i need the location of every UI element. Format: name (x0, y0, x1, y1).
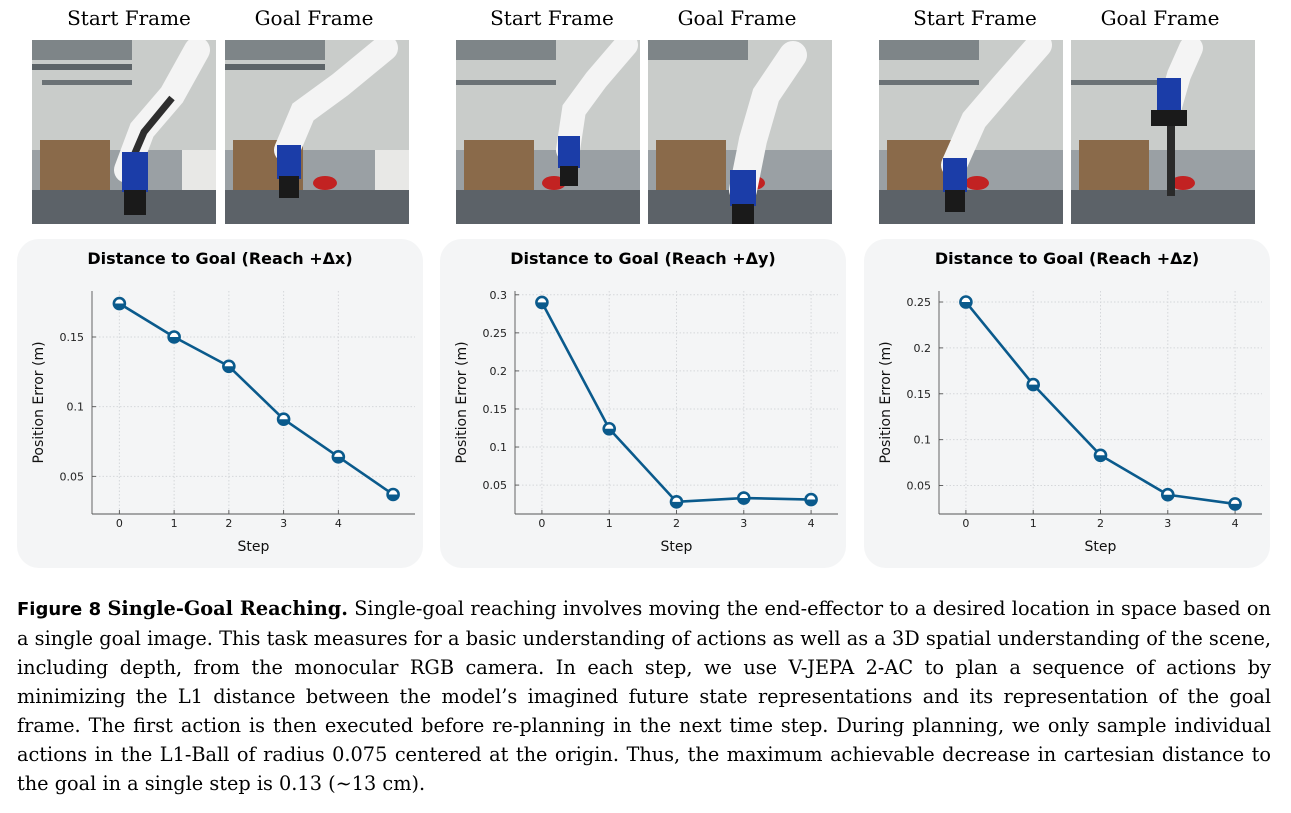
start-frame-photo (456, 40, 640, 224)
chart-title: Distance to Goal (Reach +Δx) (87, 249, 353, 268)
start-frame-label: Start Frame (913, 6, 1037, 30)
y-tick-label: 0.2 (914, 342, 932, 355)
x-tick-label: 0 (962, 517, 969, 530)
y-tick-label: 0.25 (483, 327, 508, 340)
data-point (1093, 448, 1108, 463)
y-tick-label: 0.15 (483, 403, 508, 416)
data-point (669, 495, 684, 509)
data-point (167, 330, 181, 344)
chart-panel-z: Distance to Goal (Reach +Δz) 0 1 2 3 4 0.05 0.… (864, 239, 1270, 568)
x-tick-label: 0 (116, 517, 123, 530)
x-tick-label: 1 (606, 517, 613, 530)
data-point (1228, 497, 1242, 511)
x-axis-label: Step (661, 539, 693, 555)
y-tick-label: 0.1 (490, 441, 508, 454)
y-axis-label: Position Error (m) (31, 341, 47, 463)
robot-arm-image (32, 40, 216, 224)
y-tick-label: 0.25 (907, 296, 932, 309)
data-point (1160, 487, 1175, 502)
goal-frame-label: Goal Frame (677, 6, 797, 30)
y-axis-label: Position Error (m) (878, 341, 894, 463)
robot-arm-image (879, 40, 1063, 224)
goal-frame-label: Goal Frame (1100, 6, 1220, 30)
y-tick-label: 0.05 (907, 480, 932, 493)
start-frame-photo (32, 40, 216, 224)
series-line (540, 301, 812, 504)
data-point (386, 487, 400, 502)
x-axis-label: Step (238, 539, 270, 555)
y-tick-label: 0.1 (914, 434, 932, 447)
robot-arm-image (225, 40, 409, 224)
y-tick-label: 0.15 (60, 331, 85, 344)
x-tick-label: 2 (225, 517, 232, 530)
caption-heading: Single-Goal Reaching. (107, 597, 348, 620)
caption-body: Single-goal reaching involves moving the… (17, 597, 1271, 795)
distance-chart-y: 0 1 2 3 4 0.05 0.1 0.15 0.2 0.25 0.3 Step Position E… (454, 289, 838, 555)
start-frame-label: Start Frame (67, 6, 191, 30)
x-tick-label: 1 (171, 517, 178, 530)
x-tick-label: 0 (538, 517, 545, 530)
y-tick-label: 0.05 (60, 470, 85, 483)
y-tick-label: 0.1 (67, 401, 85, 414)
chart-title: Distance to Goal (Reach +Δz) (934, 249, 1200, 268)
data-point (804, 492, 818, 507)
chart-panel-y: Distance to Goal (Reach +Δy) 0 1 2 3 4 0.05 0.… (440, 239, 846, 568)
y-tick-label: 0.2 (490, 365, 508, 378)
data-point (959, 295, 973, 309)
robot-arm-image (1071, 40, 1255, 224)
distance-chart-z: 0 1 2 3 4 0.05 0.1 0.15 0.2 0.25 Step Position Erro… (878, 291, 1262, 555)
x-tick-label: 4 (335, 517, 342, 530)
x-tick-label: 4 (808, 517, 815, 530)
y-axis-label: Position Error (m) (454, 341, 470, 463)
x-tick-label: 1 (1030, 517, 1037, 530)
data-point (1026, 377, 1041, 392)
data-point (736, 491, 751, 505)
goal-frame-photo (1071, 40, 1255, 224)
x-tick-label: 3 (280, 517, 287, 530)
distance-chart-x: 0 1 2 3 4 0.05 0.1 0.15 Step Position Error (m) (31, 291, 415, 555)
robot-arm-image (648, 40, 832, 224)
x-tick-label: 2 (1097, 517, 1104, 530)
y-tick-label: 0.05 (483, 479, 508, 492)
goal-frame-photo (225, 40, 409, 224)
figure-label: Figure 8 (17, 599, 102, 620)
x-tick-label: 2 (673, 517, 680, 530)
start-frame-label: Start Frame (490, 6, 614, 30)
x-tick-label: 3 (1164, 517, 1171, 530)
data-point (602, 421, 617, 436)
y-tick-label: 0.15 (907, 388, 932, 401)
chart-panel-x: Distance to Goal (Reach +Δx) 0 1 2 3 4 0.05 0.… (17, 239, 423, 568)
goal-frame-label: Goal Frame (254, 6, 374, 30)
x-tick-label: 3 (740, 517, 747, 530)
series-line (118, 302, 394, 496)
data-point (331, 450, 346, 464)
chart-title: Distance to Goal (Reach +Δy) (510, 249, 776, 268)
data-point (222, 359, 236, 374)
data-point (535, 295, 549, 310)
robot-arm-image (456, 40, 640, 224)
figure-caption: Figure 8 Single-Goal Reaching. Single-go… (17, 594, 1271, 798)
y-tick-label: 0.3 (490, 289, 508, 302)
x-axis-label: Step (1085, 539, 1117, 555)
data-point (276, 412, 291, 427)
x-tick-label: 4 (1232, 517, 1239, 530)
data-point (112, 296, 127, 311)
start-frame-photo (879, 40, 1063, 224)
goal-frame-photo (648, 40, 832, 224)
